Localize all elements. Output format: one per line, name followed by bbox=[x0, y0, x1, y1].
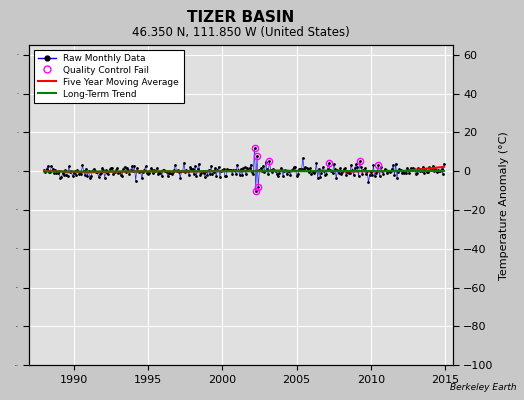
Text: 46.350 N, 111.850 W (United States): 46.350 N, 111.850 W (United States) bbox=[132, 26, 350, 39]
Text: TIZER BASIN: TIZER BASIN bbox=[188, 10, 294, 25]
Legend: Raw Monthly Data, Quality Control Fail, Five Year Moving Average, Long-Term Tren: Raw Monthly Data, Quality Control Fail, … bbox=[34, 50, 184, 103]
Y-axis label: Temperature Anomaly (°C): Temperature Anomaly (°C) bbox=[499, 131, 509, 280]
Text: Berkeley Earth: Berkeley Earth bbox=[450, 383, 516, 392]
